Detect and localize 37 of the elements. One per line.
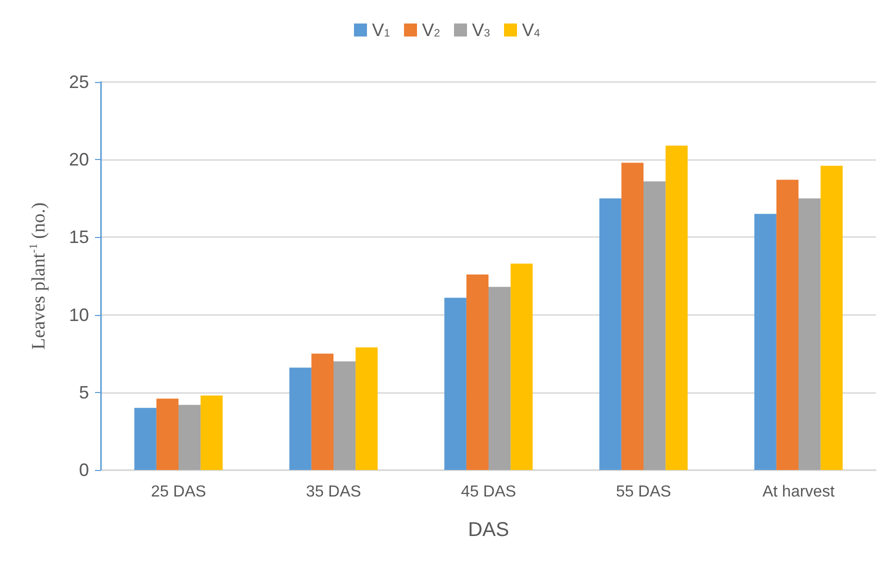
bar bbox=[666, 146, 688, 470]
bar bbox=[466, 274, 488, 470]
y-tick-label: 15 bbox=[68, 227, 89, 248]
x-axis-title: DAS bbox=[468, 519, 510, 541]
legend-label: V4 bbox=[522, 20, 540, 40]
legend-label: V1 bbox=[372, 20, 390, 40]
bar bbox=[334, 361, 356, 470]
y-tick-label: 5 bbox=[78, 382, 89, 402]
bar bbox=[798, 198, 821, 470]
x-tick-label: 45 DAS bbox=[460, 484, 516, 500]
bar bbox=[488, 286, 511, 470]
y-axis-title: Leaves plant-1 (no.) bbox=[28, 202, 50, 350]
x-tick-label: 35 DAS bbox=[306, 484, 362, 500]
x-tick-label: 55 DAS bbox=[616, 484, 672, 500]
x-tick-label: 25 DAS bbox=[150, 484, 206, 500]
bar bbox=[156, 398, 178, 470]
bar bbox=[200, 396, 223, 470]
legend-label: V2 bbox=[422, 20, 440, 40]
bar bbox=[754, 214, 776, 470]
y-tick-label: 20 bbox=[68, 150, 89, 170]
bar bbox=[289, 368, 312, 470]
bar bbox=[356, 347, 378, 470]
y-tick-label: 25 bbox=[68, 72, 89, 92]
bar bbox=[776, 180, 798, 470]
bar bbox=[599, 198, 622, 470]
bar bbox=[444, 298, 466, 470]
bar bbox=[621, 162, 644, 470]
bar bbox=[311, 354, 334, 470]
x-tick-label: At harvest bbox=[762, 484, 836, 500]
legend-label: V3 bbox=[472, 20, 490, 40]
y-tick-label: 0 bbox=[78, 460, 89, 480]
y-tick-label: 10 bbox=[68, 304, 89, 325]
bar bbox=[644, 181, 666, 470]
bar bbox=[820, 166, 843, 470]
bar bbox=[510, 264, 533, 470]
bar bbox=[134, 408, 156, 470]
bar bbox=[178, 404, 201, 470]
